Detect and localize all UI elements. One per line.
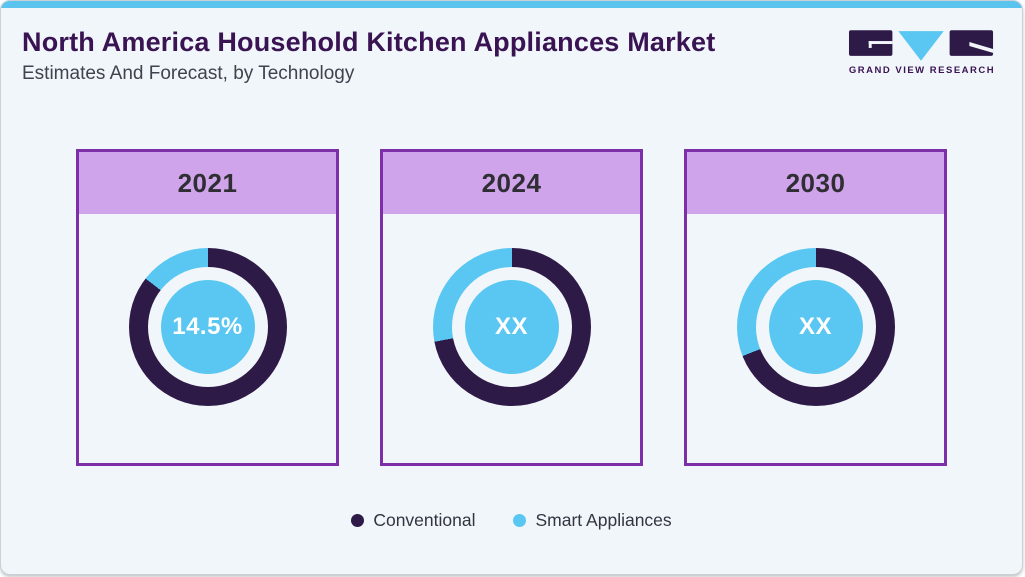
year-card-header: 2030 [687, 152, 944, 214]
title-block: North America Household Kitchen Applianc… [22, 26, 715, 86]
page-subtitle: Estimates And Forecast, by Technology [22, 63, 355, 84]
year-card-body: XX [687, 214, 944, 406]
donut-center-label: 14.5% [160, 280, 255, 374]
legend-label: Conventional [373, 510, 476, 530]
gvr-logo: GRAND VIEW RESEARCH [848, 28, 996, 76]
year-card-header: 2024 [383, 152, 640, 214]
page-title: North America Household Kitchen Applianc… [22, 27, 716, 57]
conventional-dot-icon [351, 514, 365, 527]
legend: Conventional Smart Appliances [1, 510, 1022, 531]
year-card-2030: 2030 XX [684, 149, 947, 466]
year-cards-row: 2021 14.5% 2024 XX 2030 [1, 149, 1022, 466]
legend-item-smart-appliances: Smart Appliances [513, 510, 672, 531]
header: North America Household Kitchen Applianc… [1, 8, 1022, 86]
donut-chart-2024: XX [432, 248, 591, 406]
donut-chart-2030: XX [736, 248, 895, 406]
year-card-2024: 2024 XX [380, 149, 643, 466]
legend-item-conventional: Conventional [351, 510, 475, 531]
top-accent-bar [1, 1, 1022, 8]
year-card-body: XX [383, 214, 640, 406]
gvr-logo-wordmark: GRAND VIEW RESEARCH [848, 65, 996, 76]
donut-center-label: XX [464, 280, 559, 374]
legend-label: Smart Appliances [535, 510, 672, 530]
donut-center-label: XX [768, 280, 863, 374]
year-card-body: 14.5% [79, 214, 336, 406]
smart-appliances-dot-icon [513, 514, 527, 527]
donut-chart-2021: 14.5% [128, 248, 287, 406]
year-card-2021: 2021 14.5% [76, 149, 339, 466]
year-card-header: 2021 [79, 152, 336, 214]
gvr-logo-icon [848, 30, 994, 61]
